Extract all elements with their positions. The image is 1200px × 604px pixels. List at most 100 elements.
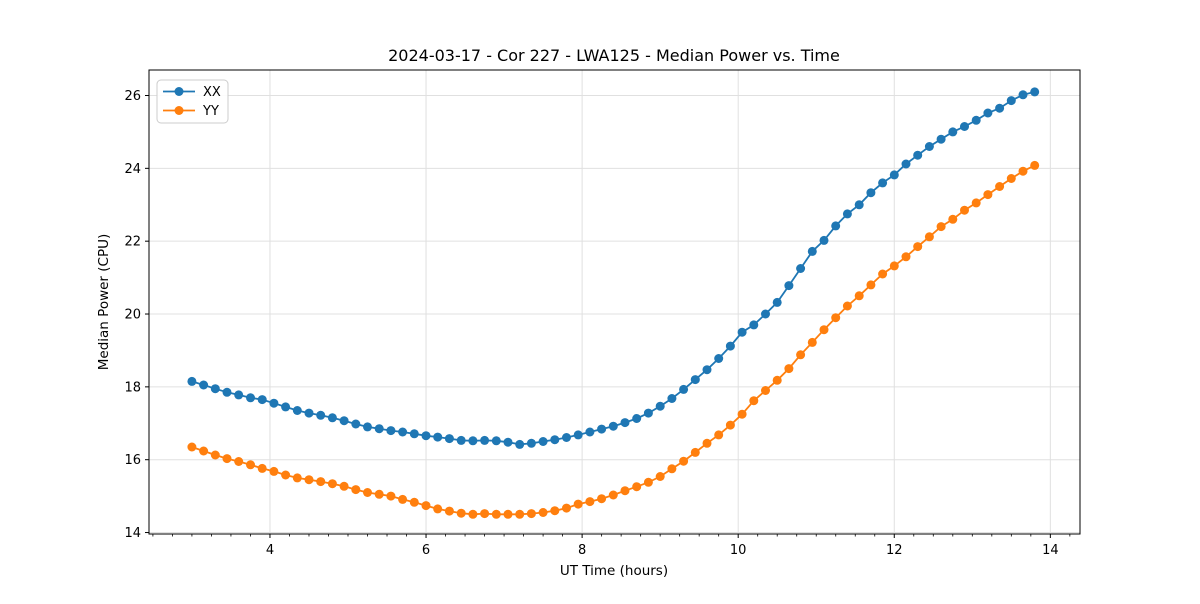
data-point-yy bbox=[784, 364, 794, 374]
data-point-xx bbox=[667, 394, 677, 403]
data-point-xx bbox=[292, 406, 302, 415]
data-point-yy bbox=[866, 280, 876, 290]
data-point-xx bbox=[573, 430, 583, 440]
data-point-yy bbox=[948, 214, 958, 224]
data-point-yy bbox=[971, 198, 981, 208]
data-point-xx bbox=[585, 427, 595, 437]
data-point-yy bbox=[573, 499, 583, 509]
data-point-yy bbox=[983, 190, 993, 200]
data-point-yy bbox=[363, 488, 372, 497]
data-point-xx bbox=[562, 433, 571, 442]
y-tick-label: 26 bbox=[124, 89, 141, 104]
series-line-yy bbox=[191, 164, 1036, 516]
data-point-yy bbox=[339, 481, 349, 491]
data-point-xx bbox=[234, 390, 244, 400]
data-point-xx bbox=[608, 421, 618, 431]
data-point-xx bbox=[725, 341, 735, 351]
data-point-xx bbox=[842, 209, 852, 219]
data-point-yy bbox=[468, 509, 478, 519]
data-point-yy bbox=[526, 509, 536, 519]
data-point-xx bbox=[632, 414, 642, 423]
data-point-xx bbox=[878, 178, 888, 188]
data-point-yy bbox=[234, 457, 244, 466]
data-point-yy bbox=[386, 491, 396, 501]
data-point-xx bbox=[702, 365, 712, 375]
data-point-xx bbox=[807, 246, 817, 256]
data-point-yy bbox=[714, 430, 724, 440]
data-point-yy bbox=[819, 325, 829, 335]
data-point-yy bbox=[761, 386, 770, 395]
data-point-xx bbox=[1006, 96, 1016, 106]
data-point-xx bbox=[316, 410, 326, 420]
data-point-xx bbox=[971, 115, 981, 125]
data-point-yy bbox=[854, 291, 864, 301]
data-point-xx bbox=[187, 376, 197, 386]
data-point-yy bbox=[269, 466, 279, 476]
data-point-yy bbox=[222, 454, 232, 464]
data-point-xx bbox=[386, 426, 396, 436]
data-point-xx bbox=[784, 281, 794, 291]
x-tick-label: 12 bbox=[886, 543, 903, 558]
data-point-yy bbox=[807, 337, 817, 347]
y-tick-label: 20 bbox=[124, 308, 141, 323]
data-point-xx bbox=[363, 422, 372, 432]
data-point-yy bbox=[667, 464, 677, 474]
data-point-xx bbox=[936, 134, 946, 144]
data-point-yy bbox=[690, 447, 700, 457]
data-point-yy bbox=[327, 479, 337, 489]
data-point-yy bbox=[772, 375, 782, 385]
data-point-yy bbox=[374, 489, 384, 499]
data-point-yy bbox=[421, 501, 431, 511]
x-tick-label: 6 bbox=[422, 543, 430, 558]
data-point-xx bbox=[995, 103, 1005, 113]
data-point-yy bbox=[878, 269, 888, 279]
x-tick-label: 10 bbox=[730, 543, 747, 558]
legend-label-xx: XX bbox=[203, 85, 221, 100]
data-point-xx bbox=[761, 309, 770, 319]
data-point-xx bbox=[480, 435, 490, 445]
y-tick-label: 14 bbox=[124, 526, 141, 541]
data-point-yy bbox=[503, 509, 513, 519]
data-point-xx bbox=[281, 402, 291, 412]
data-point-xx bbox=[655, 401, 665, 411]
data-point-xx bbox=[854, 200, 864, 210]
data-point-yy bbox=[831, 313, 841, 323]
data-point-xx bbox=[796, 264, 806, 273]
data-point-yy bbox=[304, 475, 314, 485]
data-point-yy bbox=[901, 252, 911, 262]
data-point-xx bbox=[257, 395, 267, 405]
data-point-yy bbox=[796, 350, 806, 360]
data-point-xx bbox=[643, 408, 653, 418]
data-point-yy bbox=[456, 508, 466, 518]
data-point-yy bbox=[936, 222, 946, 232]
data-point-xx bbox=[304, 408, 314, 418]
data-point-xx bbox=[948, 127, 958, 137]
data-point-yy bbox=[210, 450, 220, 460]
data-point-yy bbox=[749, 396, 759, 406]
data-point-xx bbox=[866, 188, 876, 198]
data-point-xx bbox=[421, 431, 431, 441]
data-point-yy bbox=[889, 261, 899, 271]
data-point-yy bbox=[842, 301, 852, 311]
data-point-xx bbox=[924, 142, 934, 151]
y-tick-label: 24 bbox=[124, 162, 141, 177]
data-point-yy bbox=[550, 506, 560, 516]
data-point-xx bbox=[714, 354, 724, 363]
data-point-yy bbox=[725, 420, 735, 430]
legend-marker-yy-icon bbox=[174, 106, 184, 115]
data-point-xx bbox=[737, 327, 747, 337]
data-point-yy bbox=[620, 486, 630, 496]
data-point-xx bbox=[339, 416, 349, 426]
grid-layer bbox=[149, 70, 1080, 534]
x-axis-label: UT Time (hours) bbox=[560, 563, 668, 579]
data-point-xx bbox=[222, 387, 232, 397]
y-axis-label: Median Power (CPU) bbox=[96, 234, 112, 370]
data-point-yy bbox=[608, 490, 618, 500]
data-point-xx bbox=[526, 438, 536, 448]
data-point-yy bbox=[632, 482, 642, 492]
series-line-xx bbox=[191, 91, 1035, 446]
data-point-yy bbox=[316, 477, 326, 487]
data-point-yy bbox=[995, 182, 1005, 191]
